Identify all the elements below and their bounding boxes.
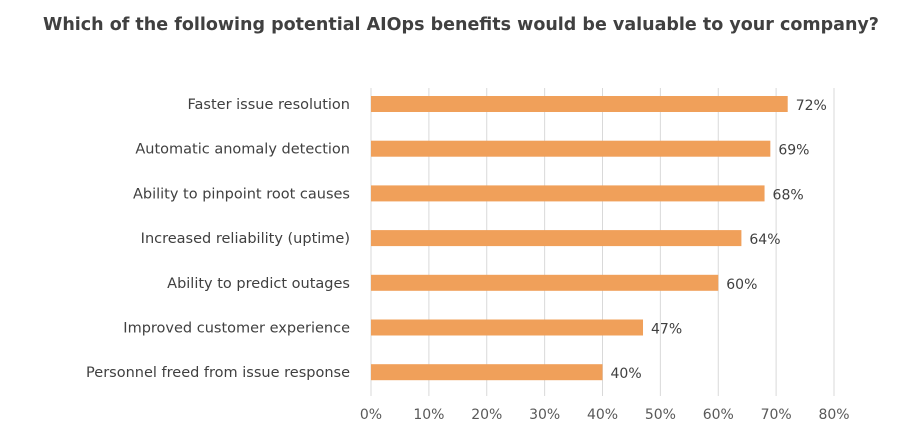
x-tick-label: 20% — [471, 407, 502, 423]
category-label: Ability to pinpoint root causes — [133, 186, 350, 202]
bar — [371, 140, 771, 157]
bar — [371, 274, 719, 291]
data-label: 47% — [651, 322, 682, 338]
data-label: 68% — [773, 187, 804, 203]
bar — [371, 185, 765, 202]
bar — [371, 319, 644, 336]
bar — [371, 364, 603, 381]
category-label: Improved customer experience — [123, 321, 350, 337]
category-label: Faster issue resolution — [188, 97, 350, 113]
data-label: 72% — [796, 98, 827, 114]
x-tick-label: 50% — [645, 407, 676, 423]
category-label: Automatic anomaly detection — [135, 142, 350, 158]
category-label: Personnel freed from issue response — [86, 365, 350, 381]
x-tick-label: 30% — [529, 407, 560, 423]
chart-title: Which of the following potential AIOps b… — [43, 15, 879, 35]
x-tick-label: 40% — [587, 407, 618, 423]
x-tick-label: 0% — [360, 407, 382, 423]
x-tick-label: 80% — [818, 407, 849, 423]
data-label: 40% — [611, 366, 642, 382]
data-label: 60% — [726, 277, 757, 293]
data-label: 64% — [749, 232, 780, 248]
category-label: Ability to predict outages — [167, 276, 350, 292]
x-tick-label: 10% — [413, 407, 444, 423]
data-label: 69% — [778, 143, 809, 159]
bar — [371, 230, 742, 247]
bar — [371, 96, 788, 112]
category-label: Increased reliability (uptime) — [141, 231, 350, 247]
x-tick-label: 70% — [761, 407, 792, 423]
x-tick-label: 60% — [703, 407, 734, 423]
